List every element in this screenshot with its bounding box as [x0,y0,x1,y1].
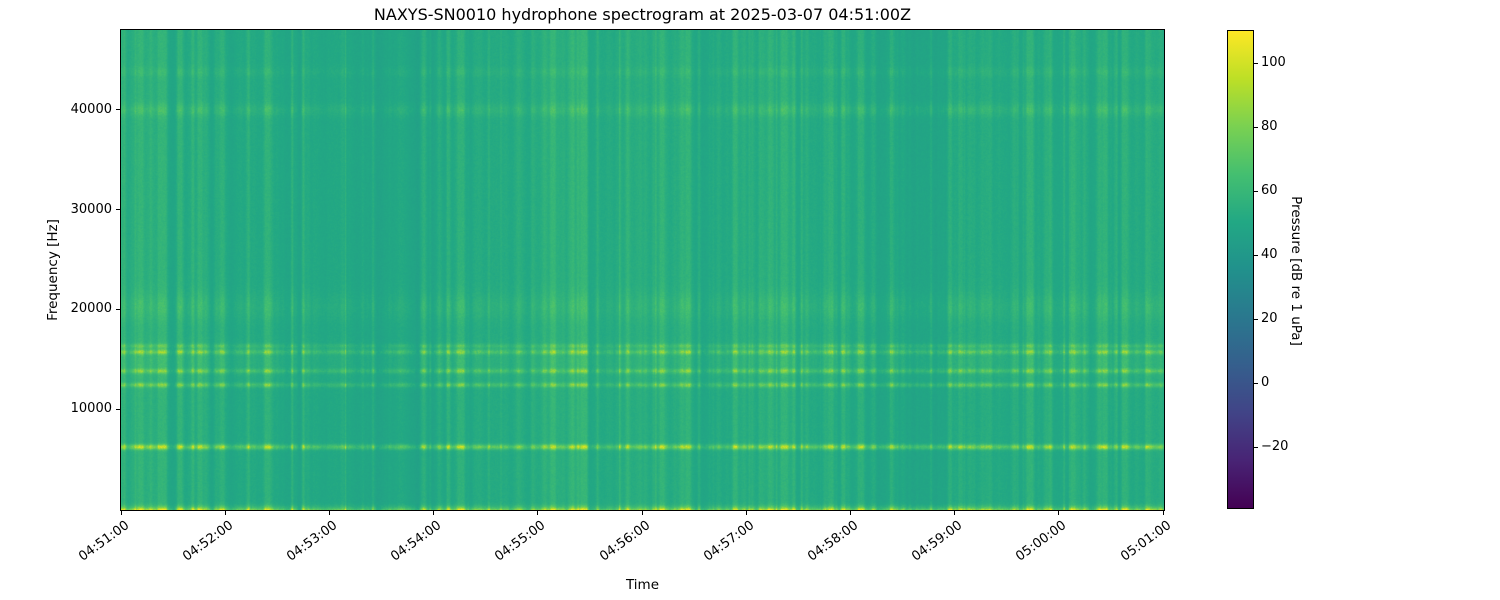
x-tick-label: 04:53:00 [284,518,341,565]
x-tick-label: 04:56:00 [596,518,653,565]
y-tick-mark [116,408,120,410]
colorbar-tick-mark [1254,254,1258,256]
colorbar-tick-mark [1254,318,1258,320]
spectrogram-canvas [121,30,1164,510]
colorbar-tick-mark [1254,190,1258,192]
colorbar-tick-mark [1254,126,1258,128]
x-tick-mark [224,511,226,515]
x-tick-label: 04:55:00 [492,518,549,565]
colorbar [1227,30,1254,509]
y-tick-label: 10000 [70,401,112,417]
y-tick-label: 20000 [70,301,112,317]
plot-frame [120,29,1165,511]
x-tick-mark [849,511,851,515]
x-tick-mark [745,511,747,515]
x-tick-mark [641,511,643,515]
x-tick-mark [120,511,122,515]
x-tick-label: 04:52:00 [179,518,237,565]
y-tick-mark [116,308,120,310]
colorbar-tick-label: 0 [1261,375,1270,391]
x-tick-mark [433,511,435,515]
colorbar-tick-label: 20 [1261,311,1278,327]
colorbar-tick-mark [1254,382,1258,384]
x-axis-label: Time [625,577,660,593]
x-tick-mark [537,511,539,515]
colorbar-tick-label: 100 [1261,55,1286,70]
figure-title: NAXYS-SN0010 hydrophone spectrogram at 2… [373,5,912,24]
y-tick-label: 30000 [70,201,112,217]
x-tick-label: 04:51:00 [75,518,132,565]
x-tick-mark [328,511,330,515]
y-tick-mark [116,209,120,211]
colorbar-tick-mark [1254,62,1258,64]
colorbar-tick-label: −20 [1261,439,1289,455]
x-tick-mark [954,511,956,515]
y-tick-mark [116,109,120,111]
colorbar-tick-label: 60 [1261,183,1278,199]
colorbar-label: Pressure [dB re 1 uPa] [1288,196,1304,346]
x-tick-label: 05:01:00 [1117,518,1174,565]
colorbar-tick-label: 40 [1261,247,1278,263]
y-tick-label: 40000 [70,101,112,117]
colorbar-tick-mark [1254,446,1258,448]
x-tick-label: 04:58:00 [805,518,862,565]
x-tick-label: 04:57:00 [700,518,758,565]
x-tick-label: 04:59:00 [909,518,966,565]
colorbar-gradient [1228,31,1253,508]
x-tick-label: 05:00:00 [1013,518,1070,565]
x-tick-mark [1058,511,1060,515]
x-tick-label: 04:54:00 [388,518,445,565]
x-tick-mark [1162,511,1164,515]
colorbar-tick-label: 80 [1261,119,1278,135]
